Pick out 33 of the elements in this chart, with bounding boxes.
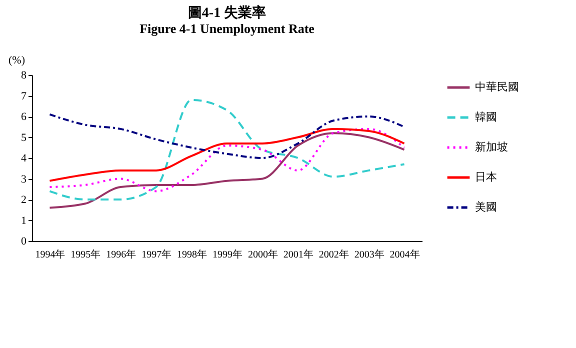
y-axis-title: (%) (8, 54, 26, 66)
x-tick-label: 2004年 (390, 248, 420, 260)
x-tick-label: 2000年 (248, 248, 278, 260)
x-tick-label: 2002年 (318, 248, 349, 260)
y-tick-label: 7 (21, 90, 27, 102)
x-tick-label: 1994年 (35, 248, 66, 260)
line-series (48, 128, 406, 192)
x-tick-label: 1997年 (142, 248, 172, 260)
y-tick-label: 0 (21, 236, 27, 248)
x-tick-label: 1998年 (177, 248, 208, 260)
y-tick-label: 6 (21, 111, 27, 123)
line-series (48, 128, 406, 182)
legend-label: 日本 (475, 170, 497, 184)
x-tick-label: 2001年 (283, 248, 314, 260)
x-tick-label: 2003年 (354, 248, 384, 260)
y-tick-label: 2 (21, 194, 26, 206)
chart-title: 圖4-1 失業率 (188, 4, 266, 21)
line-series (48, 132, 406, 209)
line-series (48, 113, 406, 159)
legend-label: 中華民國 (475, 80, 519, 94)
x-tick-label: 1996年 (106, 248, 136, 260)
line-series (48, 98, 406, 200)
y-tick-label: 1 (21, 214, 26, 227)
legend-label: 新加坡 (475, 140, 508, 154)
y-tick-label: 3 (21, 173, 27, 186)
legend-label: 韓國 (475, 110, 497, 124)
y-tick-label: 5 (21, 132, 27, 144)
y-tick-label: 4 (21, 152, 27, 164)
chart-subtitle: Figure 4-1 Unemployment Rate (140, 21, 315, 36)
x-tick-label: 1995年 (70, 248, 101, 260)
y-tick-label: 8 (21, 70, 27, 82)
x-tick-label: 1999年 (212, 248, 242, 260)
legend-label: 美國 (475, 200, 497, 214)
